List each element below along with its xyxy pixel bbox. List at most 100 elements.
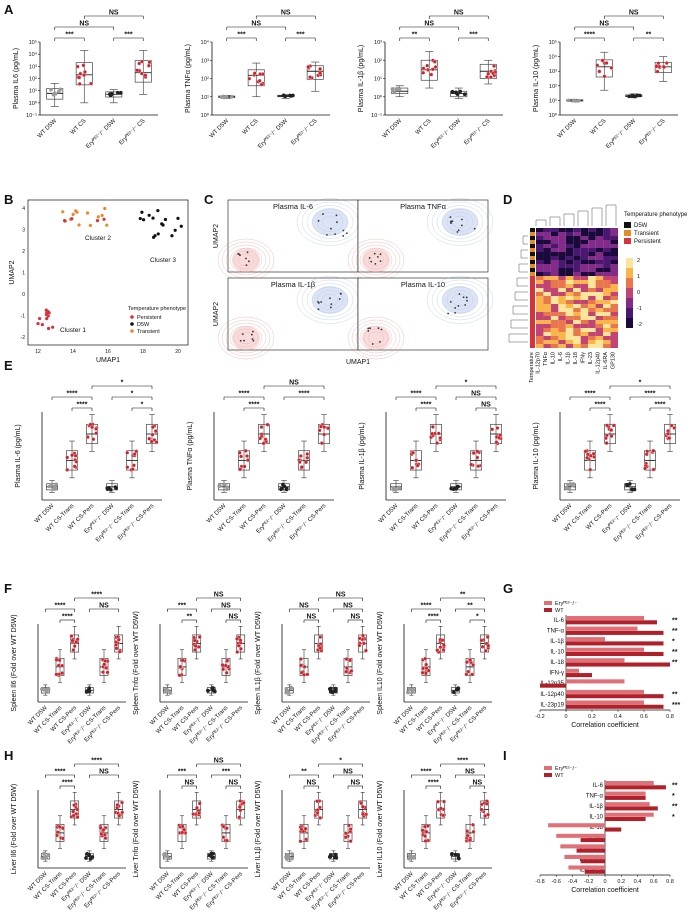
data-point xyxy=(326,426,331,431)
heatmap-cell xyxy=(595,276,604,280)
heatmap-cell xyxy=(580,312,589,316)
y-tick-label: 10⁰ xyxy=(549,112,558,119)
heatmap-cell xyxy=(580,316,589,320)
data-point xyxy=(450,852,454,857)
heatmap-cell xyxy=(543,280,551,284)
data-point xyxy=(455,484,460,489)
heatmap-cell xyxy=(603,268,611,272)
bar xyxy=(548,823,605,828)
density-point xyxy=(239,339,242,342)
bar xyxy=(566,668,579,673)
y-tick-label: 10⁵ xyxy=(29,39,37,46)
sig-label: **** xyxy=(595,402,606,409)
legend-label: WT xyxy=(555,608,564,614)
data-point xyxy=(284,687,289,691)
data-point xyxy=(397,486,402,490)
x-tick-label: Eryᴾᴱ²⁻/⁻ D5W xyxy=(605,117,638,150)
heatmap-cell xyxy=(588,320,596,324)
data-point xyxy=(57,824,62,829)
data-point xyxy=(147,60,152,65)
data-point xyxy=(424,666,429,671)
heatmap-label: TNFα xyxy=(543,351,549,366)
heatmap-cell xyxy=(588,272,596,276)
data-point xyxy=(592,454,597,459)
heatmap-cell xyxy=(536,316,544,320)
scatter-point xyxy=(105,223,109,227)
data-point xyxy=(146,63,151,68)
y-axis-label: Spleen IL1β (Fold over WT D5W) xyxy=(255,611,262,715)
data-point xyxy=(237,815,242,820)
data-point xyxy=(51,92,56,97)
density-point xyxy=(368,257,371,259)
bar xyxy=(566,651,664,657)
data-point xyxy=(318,815,323,820)
scatter-point xyxy=(36,322,40,326)
data-point xyxy=(411,687,416,692)
heatmap-cell xyxy=(550,272,559,276)
data-point xyxy=(119,90,123,95)
data-point xyxy=(46,853,51,857)
legend-label: Persistent xyxy=(634,239,661,245)
data-point xyxy=(42,851,46,856)
bar xyxy=(605,802,650,807)
heatmap-phenotype-cell xyxy=(530,328,535,332)
sig-label: NS xyxy=(251,21,261,28)
sig-label: NS xyxy=(350,614,360,621)
heatmap-cell xyxy=(595,252,604,256)
data-point xyxy=(298,657,303,662)
data-point xyxy=(407,854,412,858)
x-tick-label: Eryᴾᴱ²⁻/⁻ CS-Trans xyxy=(438,502,479,543)
x-tick-label: 0.2 xyxy=(588,714,596,720)
scatter-point xyxy=(151,216,155,220)
heatmap-cell xyxy=(610,260,618,264)
data-point xyxy=(333,689,338,693)
data-point xyxy=(357,643,362,648)
heatmap-label: IL-10 xyxy=(551,352,557,365)
data-point xyxy=(664,61,669,65)
density-blob xyxy=(232,326,260,350)
scale-label: 2 xyxy=(637,258,640,264)
data-point xyxy=(485,635,490,640)
heatmap-cell xyxy=(536,340,544,344)
data-point xyxy=(497,435,502,440)
heatmap-cell xyxy=(580,340,589,344)
sig-label: *** xyxy=(178,603,186,610)
heatmap-cell xyxy=(595,288,604,292)
y-axis-label: UMAP2 xyxy=(213,224,220,248)
dendrogram-branch xyxy=(520,249,528,259)
heatmap-cell xyxy=(550,248,559,252)
data-point xyxy=(359,801,364,806)
x-axis-label: UMAP1 xyxy=(96,357,120,364)
data-point xyxy=(485,74,489,79)
dendrogram-branch xyxy=(535,219,547,226)
data-point xyxy=(238,646,243,651)
data-point xyxy=(49,87,53,92)
heatmap-cell xyxy=(550,344,559,348)
x-tick-label: 0 xyxy=(603,879,606,885)
data-point xyxy=(286,691,290,695)
sig-label: NS xyxy=(465,769,475,776)
heatmap-cell xyxy=(543,252,551,256)
y-tick-label: 10³ xyxy=(374,40,382,46)
data-point xyxy=(475,455,480,460)
data-point xyxy=(116,637,121,642)
data-point xyxy=(429,72,434,77)
data-point xyxy=(109,91,114,96)
dendrogram-branch xyxy=(518,263,528,273)
sig-label: * xyxy=(639,380,642,387)
y-axis-label: Plasma IL-10 (pg/mL) xyxy=(533,422,540,489)
data-point xyxy=(224,670,229,675)
sig-label: * xyxy=(131,391,134,398)
heatmap-cell xyxy=(580,336,589,340)
heatmap-cell xyxy=(550,340,559,344)
scatter-point xyxy=(141,218,146,222)
sig-label: *** xyxy=(672,702,680,709)
x-tick-label: WT D5W xyxy=(209,118,231,140)
sig-label: NS xyxy=(281,10,291,17)
data-point xyxy=(81,63,86,68)
density-contour xyxy=(355,322,397,354)
density-point xyxy=(326,233,328,236)
sig-label: ** xyxy=(460,592,466,599)
